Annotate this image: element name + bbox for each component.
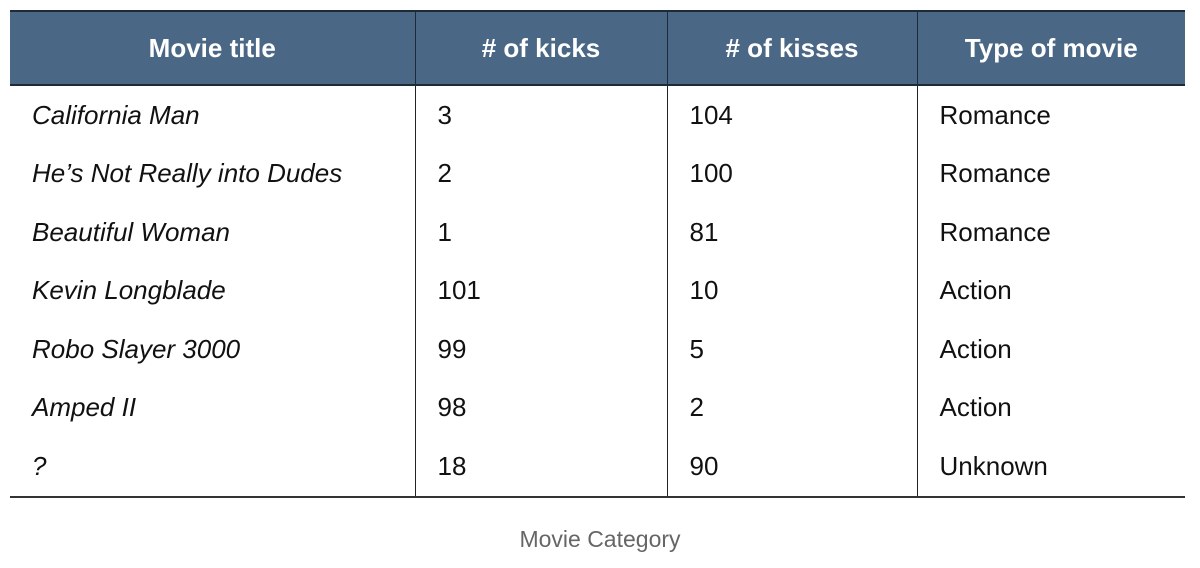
movie-table-container: Movie title # of kicks # of kisses Type … bbox=[10, 10, 1185, 498]
cell-type: Action bbox=[916, 378, 1185, 437]
header-movie-title: Movie title bbox=[10, 10, 416, 86]
table-row: ? 18 90 Unknown bbox=[10, 437, 1185, 498]
table-header-row: Movie title # of kicks # of kisses Type … bbox=[10, 10, 1185, 86]
table-row: California Man 3 104 Romance bbox=[10, 85, 1185, 145]
table-row: He’s Not Really into Dudes 2 100 Romance bbox=[10, 144, 1185, 203]
cell-type: Romance bbox=[916, 85, 1185, 145]
movie-table: Movie title # of kicks # of kisses Type … bbox=[10, 10, 1185, 498]
cell-movie-title: Amped II bbox=[32, 392, 137, 423]
cell-kicks: 1 bbox=[414, 203, 667, 262]
table-row: Beautiful Woman 1 81 Romance bbox=[10, 203, 1185, 262]
header-type-of-movie: Type of movie bbox=[916, 10, 1185, 86]
cell-kicks: 99 bbox=[414, 320, 667, 379]
cell-kisses: 10 bbox=[666, 261, 917, 320]
cell-kicks: 101 bbox=[414, 261, 667, 320]
cell-movie-title: Robo Slayer 3000 bbox=[32, 333, 241, 364]
cell-movie-title: California Man bbox=[32, 99, 200, 130]
table-caption: Movie Category bbox=[519, 526, 681, 552]
table-row: Robo Slayer 3000 99 5 Action bbox=[10, 320, 1185, 379]
cell-type: Action bbox=[916, 261, 1185, 320]
cell-movie-title: ? bbox=[10, 437, 415, 498]
cell-kisses: 2 bbox=[666, 378, 917, 437]
cell-kicks: 18 bbox=[414, 437, 667, 498]
cell-kisses: 81 bbox=[666, 203, 917, 262]
cell-kisses: 90 bbox=[666, 437, 917, 498]
cell-kicks: 98 bbox=[414, 378, 667, 437]
cell-type: Romance bbox=[916, 144, 1185, 203]
cell-type: Unknown bbox=[916, 437, 1185, 498]
cell-kicks: 2 bbox=[414, 144, 667, 203]
header-kisses: # of kisses bbox=[666, 10, 918, 86]
header-kicks: # of kicks bbox=[414, 10, 668, 86]
cell-kisses: 104 bbox=[666, 85, 917, 145]
cell-movie-title: Beautiful Woman bbox=[32, 216, 230, 247]
table-row: Kevin Longblade 101 10 Action bbox=[10, 261, 1185, 320]
table-row: Amped II 98 2 Action bbox=[10, 378, 1185, 437]
cell-movie-title: Kevin Longblade bbox=[32, 275, 226, 306]
cell-kisses: 100 bbox=[666, 144, 917, 203]
cell-movie-title: He’s Not Really into Dudes bbox=[32, 158, 343, 189]
cell-type: Action bbox=[916, 320, 1185, 379]
cell-kicks: 3 bbox=[414, 85, 667, 145]
cell-type: Romance bbox=[916, 203, 1185, 262]
cell-kisses: 5 bbox=[666, 320, 917, 379]
